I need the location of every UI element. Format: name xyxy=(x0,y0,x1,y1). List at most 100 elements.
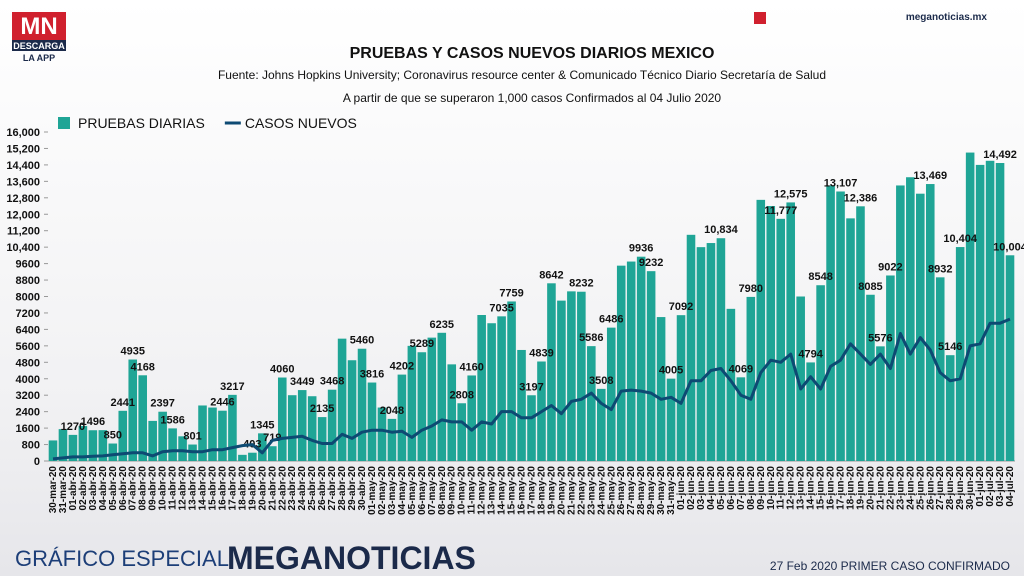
data-label: 4794 xyxy=(798,348,823,360)
x-tick-label: 08-may-20 xyxy=(437,466,448,515)
data-label: 9022 xyxy=(878,261,902,273)
footer-brand: MEGANOTICIAS xyxy=(227,540,476,576)
icon xyxy=(754,12,766,24)
data-label: 4935 xyxy=(120,346,144,358)
x-tick-label: 06-may-20 xyxy=(417,466,428,515)
bar xyxy=(696,247,706,461)
logo-sub: DESCARGA xyxy=(13,41,65,51)
x-tick-label: 28-may-20 xyxy=(636,466,647,515)
x-tick-label: 14-jun-20 xyxy=(806,466,817,510)
x-tick-label: 12-may-20 xyxy=(477,466,488,515)
bar xyxy=(78,426,88,461)
data-label: 850 xyxy=(104,430,122,442)
bar xyxy=(1005,255,1015,461)
data-label: 8085 xyxy=(858,281,882,293)
bar xyxy=(108,443,118,461)
bar xyxy=(337,338,347,461)
x-tick-label: 08-jun-20 xyxy=(746,466,757,510)
data-label: 4168 xyxy=(130,361,154,373)
data-label: 13,107 xyxy=(824,177,858,189)
x-tick-label: 30-abr-20 xyxy=(357,466,368,511)
x-tick-label: 09-abr-20 xyxy=(148,466,159,511)
data-label: 7035 xyxy=(489,302,513,314)
x-tick-label: 13-abr-20 xyxy=(188,466,199,511)
logo-box xyxy=(12,12,66,40)
x-tick-label: 02-may-20 xyxy=(377,466,388,515)
x-tick-label: 16-may-20 xyxy=(517,466,528,515)
data-label: 4005 xyxy=(659,365,683,377)
x-tick-label: 19-may-20 xyxy=(546,466,557,515)
data-label: 5289 xyxy=(410,338,434,350)
x-tick-label: 01-may-20 xyxy=(367,466,378,515)
footer-left: GRÁFICO ESPECIAL xyxy=(15,546,229,571)
x-tick-label: 25-jun-20 xyxy=(915,466,926,510)
x-tick-label: 01-abr-20 xyxy=(68,466,79,511)
x-tick-label: 22-may-20 xyxy=(576,466,587,515)
x-tick-label: 09-may-20 xyxy=(447,466,458,515)
y-tick-label: 5600 xyxy=(16,341,40,353)
bar xyxy=(168,428,177,461)
data-label: 1345 xyxy=(250,419,274,431)
x-tick-label: 05-may-20 xyxy=(407,466,418,515)
bar xyxy=(916,193,925,461)
bar xyxy=(776,218,786,461)
x-tick-label: 25-abr-20 xyxy=(307,466,318,511)
data-label: 7980 xyxy=(739,283,763,295)
bar xyxy=(98,430,108,461)
bar xyxy=(457,403,467,461)
bar xyxy=(417,352,427,461)
bar xyxy=(856,206,865,461)
y-tick-label: 1600 xyxy=(16,423,40,435)
data-label: 4069 xyxy=(729,363,753,375)
y-tick-label: 10,400 xyxy=(6,242,40,254)
bar xyxy=(945,355,955,461)
bar xyxy=(387,418,397,461)
x-tick-label: 02-jun-20 xyxy=(686,466,697,510)
y-tick-label: 15,200 xyxy=(6,143,40,155)
data-label: 8232 xyxy=(569,278,593,290)
data-label: 14,492 xyxy=(983,149,1017,161)
bar xyxy=(68,434,78,461)
bar xyxy=(527,395,536,461)
data-label: 719 xyxy=(263,432,281,444)
data-label: 5460 xyxy=(350,335,374,347)
logo-sub-box xyxy=(12,40,66,51)
bar xyxy=(277,377,287,461)
data-label: 13,469 xyxy=(913,170,947,182)
y-tick-label: 9600 xyxy=(16,259,40,271)
data-label: 2808 xyxy=(449,389,473,401)
bar xyxy=(567,291,576,461)
bar xyxy=(287,395,297,461)
x-tick-label: 23-abr-20 xyxy=(287,466,298,511)
bar xyxy=(497,316,506,461)
legend-label: PRUEBAS DIARIAS xyxy=(78,115,205,131)
bar xyxy=(636,256,646,461)
x-tick-label: 26-may-20 xyxy=(616,466,627,515)
x-tick-label: 19-jun-20 xyxy=(855,466,866,510)
x-tick-label: 29-abr-20 xyxy=(347,466,358,511)
x-tick-label: 21-jun-20 xyxy=(875,466,886,510)
data-label: 1496 xyxy=(81,416,105,428)
data-label: 10,404 xyxy=(943,233,978,245)
bar xyxy=(327,389,337,461)
logo-sub2: LA APP xyxy=(23,53,55,63)
y-tick-label: 6400 xyxy=(16,324,40,336)
bar xyxy=(666,378,676,461)
bar xyxy=(268,446,277,461)
data-label: 4160 xyxy=(459,361,483,373)
bar xyxy=(238,454,247,461)
x-tick-label: 22-jun-20 xyxy=(885,466,896,510)
data-label: 5586 xyxy=(579,332,603,344)
y-tick-label: 0 xyxy=(34,456,40,468)
x-tick-label: 24-may-20 xyxy=(596,466,607,515)
bar xyxy=(128,359,138,461)
bar xyxy=(975,164,985,461)
annotation: A partir de que se superaron 1,000 casos… xyxy=(343,91,722,105)
bar xyxy=(646,271,656,461)
data-label: 12,386 xyxy=(844,192,878,204)
bar xyxy=(297,390,307,461)
bar xyxy=(367,382,377,461)
x-tick-label: 11-may-20 xyxy=(467,466,478,515)
bar xyxy=(218,410,227,461)
